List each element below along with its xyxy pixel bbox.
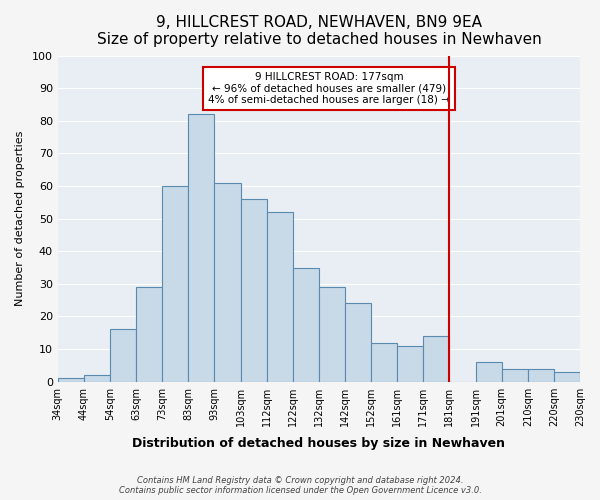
Text: 9 HILLCREST ROAD: 177sqm
← 96% of detached houses are smaller (479)
4% of semi-d: 9 HILLCREST ROAD: 177sqm ← 96% of detach…: [208, 72, 450, 105]
Bar: [397, 346, 424, 382]
Title: 9, HILLCREST ROAD, NEWHAVEN, BN9 9EA
Size of property relative to detached house: 9, HILLCREST ROAD, NEWHAVEN, BN9 9EA Siz…: [97, 15, 541, 48]
Bar: [214, 182, 241, 382]
Text: Contains HM Land Registry data © Crown copyright and database right 2024.
Contai: Contains HM Land Registry data © Crown c…: [119, 476, 481, 495]
Bar: [476, 362, 502, 382]
Y-axis label: Number of detached properties: Number of detached properties: [15, 131, 25, 306]
Bar: [319, 287, 345, 382]
Bar: [371, 342, 397, 382]
Bar: [110, 330, 136, 382]
Bar: [58, 378, 84, 382]
Bar: [84, 375, 110, 382]
Bar: [293, 268, 319, 382]
Bar: [241, 199, 266, 382]
Bar: [266, 212, 293, 382]
Bar: [188, 114, 214, 382]
Bar: [528, 368, 554, 382]
Bar: [502, 368, 528, 382]
Bar: [345, 304, 371, 382]
Bar: [554, 372, 580, 382]
X-axis label: Distribution of detached houses by size in Newhaven: Distribution of detached houses by size …: [133, 437, 505, 450]
Bar: [424, 336, 449, 382]
Bar: [136, 287, 162, 382]
Bar: [162, 186, 188, 382]
